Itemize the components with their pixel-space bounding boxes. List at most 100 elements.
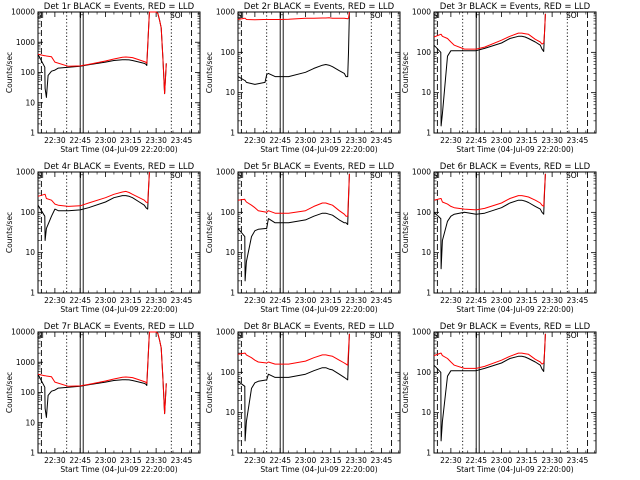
panel-det-9: Det 9r BLACK = Events, RED = LLD 1 10 100 10…	[401, 322, 597, 474]
x-tick-label: 23:00	[491, 456, 513, 465]
marker-label-end: SO	[566, 331, 577, 340]
series-lld-line	[433, 13, 546, 50]
series-lld-line	[433, 173, 546, 211]
series-events-line	[237, 333, 350, 442]
x-tick-label: 23:15	[320, 296, 342, 305]
panel-det-5: Det 5r BLACK = Events, RED = LLD 1 10 100 10…	[205, 162, 401, 314]
marker-label-end: SO	[566, 171, 577, 180]
x-axis-label: Start Time (04-Jul-09 22:20:00)	[60, 145, 177, 154]
y-tick-label: 1	[426, 449, 431, 458]
marker-label-start: SI	[37, 331, 44, 340]
series-lld-line	[37, 331, 167, 415]
y-axis-label: Counts/sec	[5, 372, 14, 413]
x-tick-label: 23:30	[541, 296, 563, 305]
panel-det-2: Det 2r BLACK = Events, RED = LLD 1 10 100 10…	[205, 2, 401, 154]
marker-label-middle: F	[80, 171, 84, 180]
marker-label-end: SO	[170, 331, 181, 340]
panel-det-7: Det 7r BLACK = Events, RED = LLD 1 10 100 10…	[5, 322, 201, 474]
plot-frame	[433, 11, 597, 134]
y-tick-label: 1000	[216, 8, 235, 17]
panel-det-4: Det 4r BLACK = Events, RED = LLD 1 10 100 10…	[5, 162, 201, 314]
marker-label-start: SI	[37, 171, 44, 180]
marker-label-middle: F	[280, 331, 284, 340]
plot-frame	[237, 171, 401, 294]
y-axis-label: Counts/sec	[205, 212, 214, 253]
marker-label-start: SI	[433, 171, 440, 180]
y-tick-label: 100	[221, 368, 236, 377]
x-tick-label: 23:45	[567, 296, 589, 305]
y-tick-label: 1000	[216, 168, 235, 177]
marker-label-end: SO	[170, 171, 181, 180]
y-tick-label: 10	[225, 88, 235, 97]
x-tick-label: 23:45	[171, 136, 193, 145]
series-events-line	[433, 173, 546, 270]
panel-det-1: Det 1r BLACK = Events, RED = LLD 1 10 100 10…	[5, 2, 201, 154]
x-tick-label: 23:15	[120, 456, 142, 465]
series-events-line	[237, 11, 350, 85]
y-tick-label: 100	[221, 48, 236, 57]
x-tick-label: 23:00	[95, 296, 117, 305]
panel-title: Det 6r BLACK = Events, RED = LLD	[440, 162, 591, 172]
y-tick-label: 100	[221, 208, 236, 217]
x-tick-label: 23:30	[345, 296, 367, 305]
x-tick-label: 22:45	[69, 456, 91, 465]
y-tick-label: 10	[25, 98, 35, 107]
x-tick-label: 22:30	[244, 296, 266, 305]
x-tick-label: 23:00	[95, 136, 117, 145]
panel-title: Det 3r BLACK = Events, RED = LLD	[440, 2, 591, 12]
panel-title: Det 4r BLACK = Events, RED = LLD	[44, 162, 195, 172]
x-tick-label: 22:30	[440, 456, 462, 465]
marker-label-start: SI	[237, 11, 244, 20]
panel-title: Det 7r BLACK = Events, RED = LLD	[44, 322, 195, 332]
x-axis-label: Start Time (04-Jul-09 22:20:00)	[60, 305, 177, 314]
series-lld-line	[37, 171, 150, 207]
marker-label-middle: F	[280, 11, 284, 20]
y-axis-label: Counts/sec	[401, 52, 410, 93]
x-tick-label: 23:45	[371, 136, 393, 145]
y-tick-label: 100	[417, 368, 432, 377]
panel-title: Det 9r BLACK = Events, RED = LLD	[440, 322, 591, 332]
y-tick-label: 10000	[11, 328, 35, 337]
y-tick-label: 1	[30, 449, 35, 458]
series-lld-line	[237, 333, 350, 366]
series-events-line	[433, 13, 546, 127]
y-tick-label: 10	[25, 248, 35, 257]
x-tick-label: 23:15	[516, 456, 538, 465]
y-tick-label: 1	[30, 289, 35, 298]
x-axis-label: Start Time (04-Jul-09 22:20:00)	[456, 305, 573, 314]
marker-label-middle: F	[476, 331, 480, 340]
x-axis-label: Start Time (04-Jul-09 22:20:00)	[456, 145, 573, 154]
y-tick-label: 1000	[412, 328, 431, 337]
y-tick-label: 100	[417, 208, 432, 217]
marker-label-middle: F	[80, 11, 84, 20]
marker-label-middle: F	[80, 331, 84, 340]
y-tick-label: 100	[21, 388, 36, 397]
x-tick-label: 23:45	[567, 136, 589, 145]
marker-label-end: SO	[370, 11, 381, 20]
x-tick-label: 23:00	[295, 296, 317, 305]
x-tick-label: 23:15	[320, 456, 342, 465]
y-tick-label: 10	[421, 88, 431, 97]
plot-frame	[237, 11, 401, 134]
y-axis-label: Counts/sec	[5, 212, 14, 253]
plot-frame	[433, 331, 597, 454]
y-axis-label: Counts/sec	[205, 372, 214, 413]
x-tick-label: 23:15	[516, 136, 538, 145]
y-tick-label: 1000	[16, 358, 35, 367]
x-tick-label: 23:00	[491, 136, 513, 145]
series-events-line	[433, 333, 546, 442]
x-tick-label: 23:30	[345, 456, 367, 465]
plot-frame	[237, 331, 401, 454]
y-tick-label: 10	[25, 418, 35, 427]
x-tick-label: 22:30	[440, 136, 462, 145]
panel-title: Det 1r BLACK = Events, RED = LLD	[44, 2, 195, 12]
x-axis-label: Start Time (04-Jul-09 22:20:00)	[456, 465, 573, 474]
series-events-line	[37, 171, 150, 241]
y-axis-label: Counts/sec	[401, 212, 410, 253]
y-tick-label: 1	[230, 289, 235, 298]
y-tick-label: 1000	[412, 8, 431, 17]
y-tick-label: 1	[30, 129, 35, 138]
y-axis-label: Counts/sec	[5, 52, 14, 93]
x-tick-label: 23:00	[491, 296, 513, 305]
x-tick-label: 23:00	[95, 456, 117, 465]
